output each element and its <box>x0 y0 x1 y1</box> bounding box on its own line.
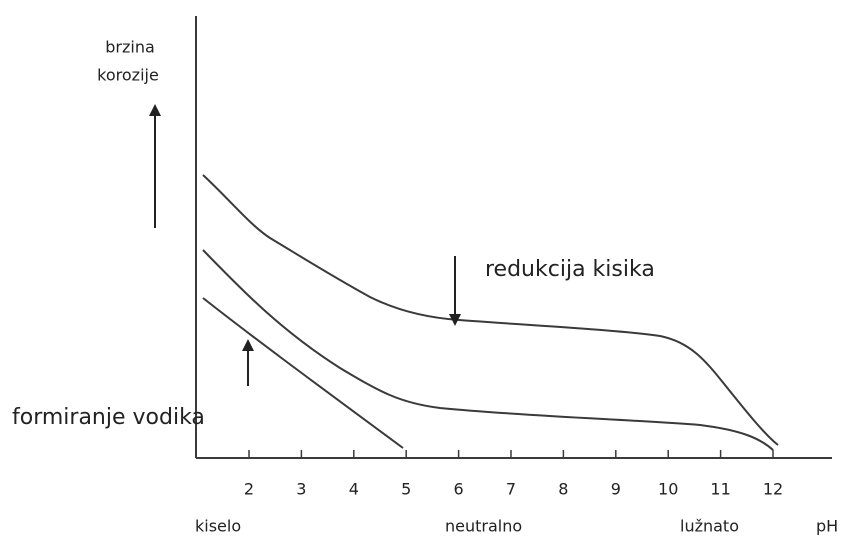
combined-curve <box>202 249 774 451</box>
region-label: lužnato <box>680 517 739 536</box>
annotation: formiranje vodika <box>12 405 205 430</box>
x-tick-label: 5 <box>401 480 411 499</box>
x-label: pH <box>816 517 838 536</box>
x-tick-label: 6 <box>454 480 464 499</box>
x-tick-label: 4 <box>349 480 359 499</box>
x-tick-label: 9 <box>611 480 621 499</box>
region-label: neutralno <box>445 517 522 536</box>
x-tick-label: 12 <box>763 480 783 499</box>
x-tick-label: 11 <box>710 480 730 499</box>
region-label: kiselo <box>195 517 241 536</box>
x-tick-label: 2 <box>244 480 254 499</box>
x-tick-label: 10 <box>658 480 678 499</box>
x-tick-label: 8 <box>558 480 568 499</box>
hydrogen-curve <box>202 297 404 449</box>
y-label: korozije <box>97 66 159 85</box>
annotation: redukcija kisika <box>485 257 655 282</box>
x-tick-label: 3 <box>296 480 306 499</box>
y-label: brzina <box>105 38 155 57</box>
x-tick-label: 7 <box>506 480 516 499</box>
oxygen-curve <box>202 174 779 446</box>
